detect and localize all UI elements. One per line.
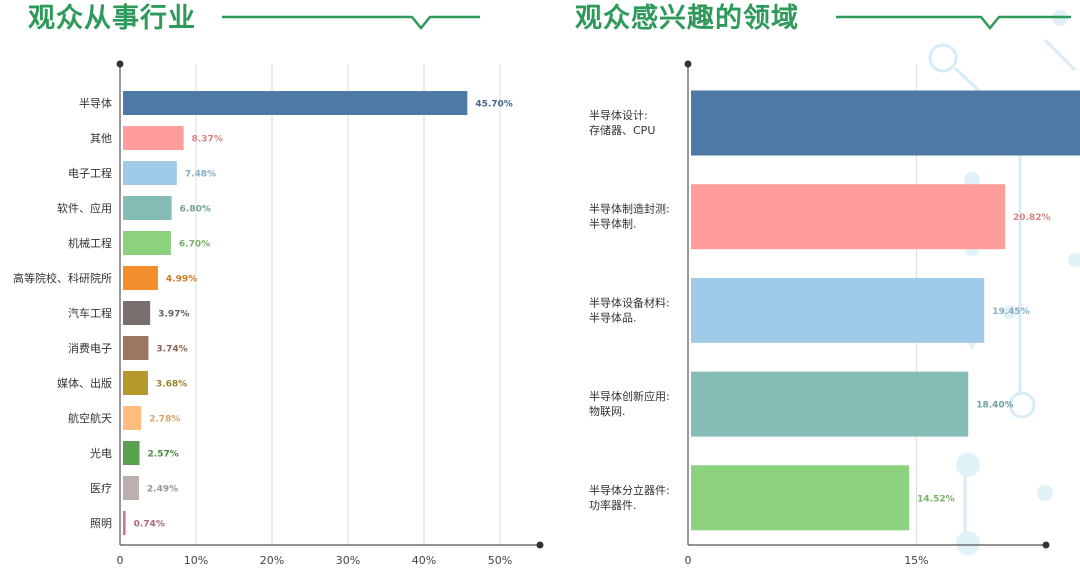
bar: [123, 231, 171, 255]
bar-value-label: 0.74%: [134, 520, 165, 530]
bar: [123, 196, 172, 220]
x-axis-arrow: [536, 541, 544, 549]
category-label: 汽车工程: [68, 306, 112, 320]
category-label: 半导体创新应用:物联网.: [589, 389, 670, 418]
bar-value-label: 14.52%: [917, 494, 955, 504]
y-axis-arrow: [684, 60, 692, 68]
bar-value-label: 18.40%: [976, 401, 1014, 411]
bar: [123, 371, 148, 395]
bar: [123, 301, 151, 325]
category-label: 照明: [90, 517, 112, 530]
y-axis-arrow: [116, 60, 124, 68]
bar-value-label: 6.80%: [180, 205, 211, 215]
bar-value-label: 6.70%: [179, 240, 210, 250]
bar-value-label: 2.78%: [149, 415, 180, 425]
x-tick-label: 30%: [336, 554, 360, 567]
category-label: 消费电子: [68, 341, 112, 355]
bar-value-label: 4.99%: [166, 275, 197, 285]
x-tick-label: 20%: [260, 554, 284, 567]
category-label: 半导体: [79, 96, 112, 110]
x-tick-label: 40%: [412, 554, 436, 567]
right-chart-title: 观众感兴趣的领域: [575, 3, 799, 34]
bar-value-label: 20.82%: [1013, 213, 1051, 223]
x-tick-label: 15%: [904, 554, 928, 567]
category-label: 电子工程: [68, 167, 112, 180]
category-label: 半导体设计:存储器、CPU: [589, 108, 655, 137]
left-chart-title: 观众从事行业: [28, 3, 196, 34]
bar: [691, 371, 969, 437]
x-axis-arrow: [1042, 541, 1050, 549]
bar: [691, 184, 1006, 250]
x-tick-label: 10%: [184, 554, 208, 567]
bar-value-label: 45.70%: [475, 100, 513, 110]
bar: [691, 277, 985, 343]
bar: [123, 441, 140, 465]
category-label: 高等院校、科研院所: [13, 271, 112, 285]
right-title-decoration: [836, 15, 1071, 30]
bar: [123, 476, 139, 500]
category-label: 其他: [90, 132, 112, 145]
x-tick-label: 50%: [488, 554, 512, 567]
category-label: 医疗: [90, 481, 112, 495]
bar-value-label: 7.48%: [185, 170, 216, 180]
category-label: 软件、应用: [57, 201, 112, 215]
bar: [123, 266, 158, 290]
bar: [691, 90, 1080, 156]
bar-value-label: 19.45%: [992, 307, 1030, 317]
category-label: 航空航天: [68, 411, 112, 425]
bar-value-label: 3.97%: [158, 310, 189, 320]
category-label: 半导体设备材料:半导体品.: [589, 295, 670, 324]
category-label: 机械工程: [68, 236, 112, 250]
bar-value-label: 2.57%: [148, 450, 179, 460]
bar-value-label: 3.74%: [156, 345, 187, 355]
category-label: 半导体制造封测:半导体制.: [589, 202, 670, 231]
bar-value-label: 8.37%: [192, 135, 223, 145]
bar-value-label: 2.49%: [147, 485, 178, 495]
bar: [123, 406, 142, 430]
bar-value-label: 3.68%: [156, 380, 187, 390]
bar: [123, 161, 177, 185]
x-tick-label: 0: [117, 554, 124, 567]
category-label: 媒体、出版: [57, 376, 112, 390]
bar: [123, 336, 149, 360]
bar: [123, 511, 126, 535]
category-label: 光电: [90, 446, 112, 460]
bar: [123, 126, 184, 150]
x-tick-label: 0: [685, 554, 692, 567]
bar: [691, 465, 910, 531]
bar: [123, 91, 468, 115]
left-title-decoration: [222, 15, 480, 30]
category-label: 半导体分立器件:功率器件.: [589, 483, 670, 512]
